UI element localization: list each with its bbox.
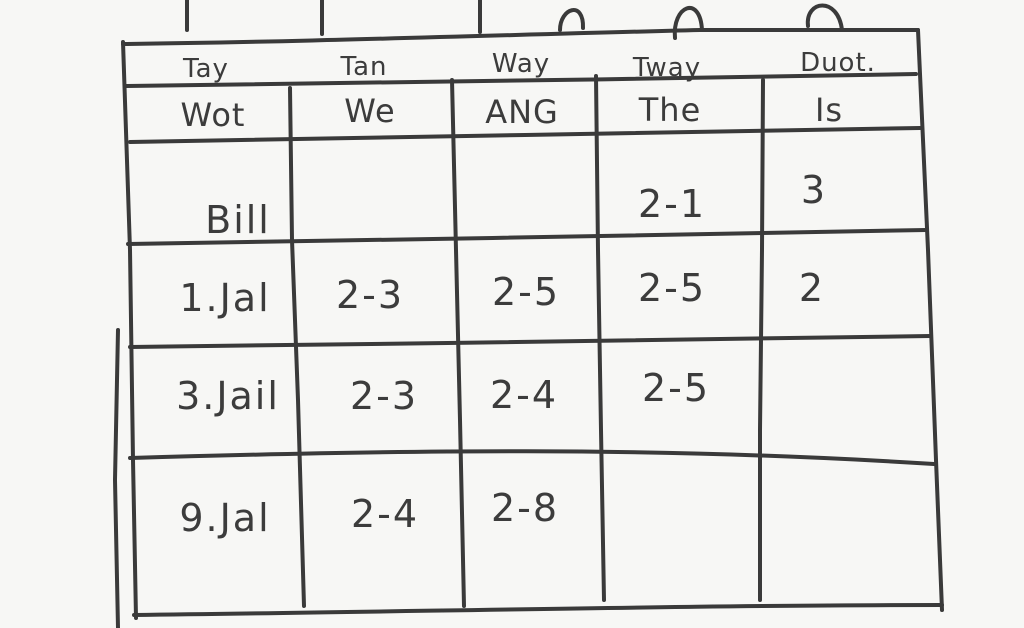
table-cell: 2-5 (637, 266, 707, 310)
table-cell: 2-8 (490, 486, 560, 530)
column-divider-4 (758, 78, 765, 602)
table-cell: 1.Jal (179, 276, 271, 320)
subheader-cell: Duot. (800, 48, 876, 78)
rule-row-1 (126, 228, 928, 246)
table-cell: 2-3 (335, 273, 405, 317)
column-divider-1 (288, 86, 306, 608)
header-cell: We (344, 92, 396, 130)
subheader-cell: Way (491, 49, 551, 79)
table-border-top (121, 28, 920, 46)
table-cell: Bill (205, 198, 271, 242)
table-cell: 2-4 (350, 492, 420, 536)
subheader-cell: Tay (183, 54, 229, 84)
table-cell: 2-1 (637, 182, 707, 226)
table-border-left-extra (113, 328, 120, 628)
table-cell: 2-3 (349, 374, 419, 418)
column-divider-2 (450, 78, 466, 608)
rule-row-3 (128, 449, 936, 466)
header-cell: Wot (180, 96, 246, 134)
binding-ring (558, 8, 586, 32)
subheader-cell: Tan (340, 52, 388, 82)
rule-under-subheader (124, 72, 918, 88)
rule-row-2 (128, 334, 932, 349)
binding-ring (805, 3, 844, 32)
table-border-right (916, 28, 944, 612)
table-cell: 2 (798, 266, 826, 310)
table-cell: 2-5 (491, 270, 561, 314)
table-cell: 9.Jal (179, 496, 271, 540)
table-cell: 2-4 (489, 373, 559, 417)
table-cell: 2-5 (641, 366, 711, 410)
header-cell: Is (814, 91, 844, 129)
binding-ring (672, 6, 704, 40)
column-divider-3 (594, 74, 606, 602)
table-cell: 3 (800, 168, 828, 212)
rule-under-header (128, 126, 922, 144)
table-cell: 3.Jail (176, 374, 280, 418)
table-border-left (121, 40, 138, 620)
header-cell: The (638, 91, 702, 129)
table-border-bottom (132, 603, 944, 617)
header-cell: ANG (485, 93, 559, 131)
subheader-cell: Tway (632, 53, 702, 83)
